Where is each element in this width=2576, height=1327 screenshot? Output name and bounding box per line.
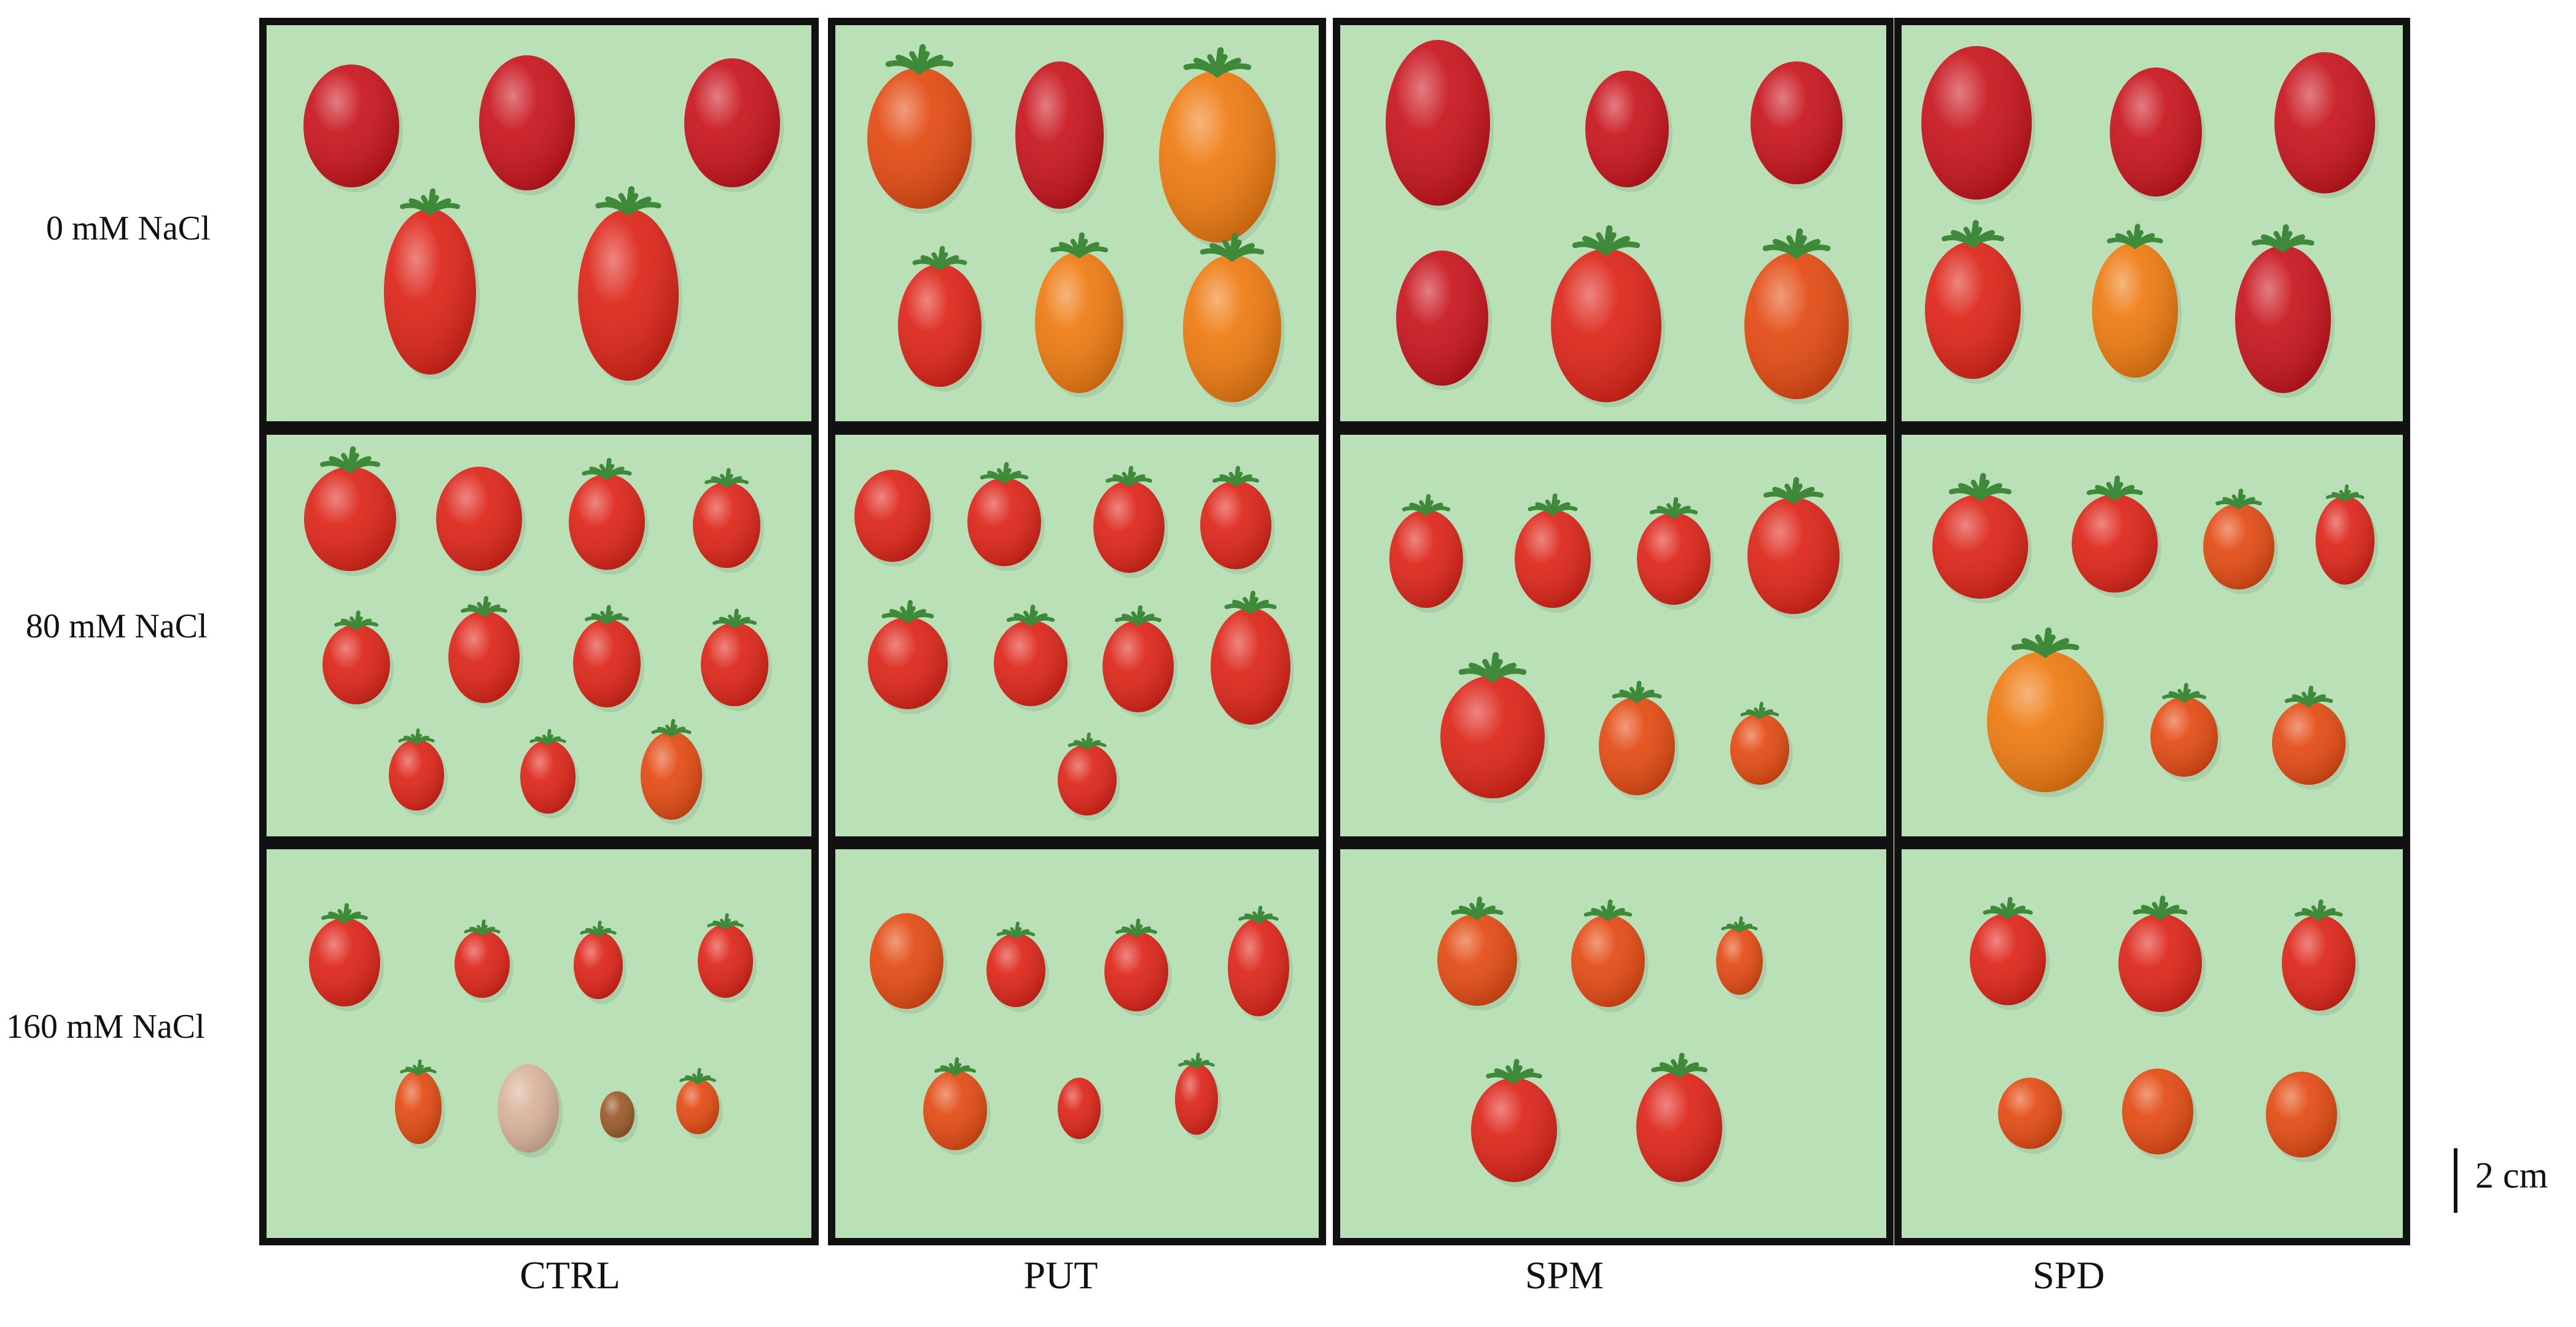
fruit-spd-row1-5 <box>2092 224 2182 383</box>
panel-put-row3 <box>828 842 1326 1245</box>
fruit-ctrl-row2-9 <box>389 728 448 815</box>
fruit-spd-row2-6 <box>2150 683 2222 782</box>
fruit-ctrl-row3-2 <box>455 919 513 1003</box>
fruit-ctrl-row3-4 <box>698 913 757 1003</box>
row-label-0mm: 0 mM NaCl <box>46 209 211 247</box>
fruit-ctrl-row3-5 <box>395 1059 445 1149</box>
fruit-ctrl-row1-5 <box>578 186 682 386</box>
fruit-spd-row3-1 <box>1970 897 2050 1010</box>
fruit-spm-row3-2 <box>1571 899 1649 1012</box>
fruit-put-row3-7 <box>1175 1053 1222 1140</box>
row-label-80mm: 80 mM NaCl <box>26 607 208 645</box>
fruit-spd-row1-4 <box>1925 220 2024 384</box>
fruit-ctrl-row1-3 <box>684 58 784 192</box>
fruit-ctrl-row2-1 <box>304 446 400 576</box>
fruit-put-row3-6 <box>1058 1078 1104 1144</box>
fruit-put-row2-2 <box>967 462 1045 571</box>
fruit-ctrl-row1-2 <box>479 55 579 195</box>
fruit-put-row1-4 <box>898 246 985 392</box>
fruit-ctrl-row2-7 <box>573 605 644 712</box>
fruit-ctrl-row2-4 <box>693 468 764 573</box>
fruit-spm-row3-1 <box>1437 897 1521 1011</box>
fruit-spd-row3-2 <box>2118 895 2206 1017</box>
fruit-spm-row1-4 <box>1396 251 1492 391</box>
column-label-put: PUT <box>1023 1253 1098 1297</box>
fruit-spm-row1-5 <box>1551 225 1665 407</box>
fruit-spd-row3-3 <box>2282 899 2359 1016</box>
fruit-spm-row2-2 <box>1515 493 1594 613</box>
fruit-spd-row2-7 <box>2272 685 2349 790</box>
fruit-put-row2-3 <box>1093 465 1168 578</box>
fruit-spd-row2-4 <box>2316 484 2378 590</box>
fruit-ctrl-row2-3 <box>569 457 649 575</box>
fruit-spm-row1-3 <box>1751 61 1846 189</box>
fruit-spm-row1-2 <box>1585 71 1672 192</box>
fruit-put-row3-5 <box>923 1057 991 1155</box>
panel-ctrl-row3 <box>259 842 819 1245</box>
fruit-put-row2-6 <box>994 604 1071 711</box>
fruit-spd-row2-5 <box>1987 627 2107 797</box>
row-label-160mm: 160 mM NaCl <box>6 1008 205 1046</box>
fruit-put-row1-2 <box>1015 61 1107 214</box>
fruit-spd-row1-2 <box>2110 68 2206 201</box>
fruit-put-row2-8 <box>1211 591 1294 730</box>
fruit-put-row3-3 <box>1104 918 1172 1016</box>
fruit-spd-row3-4 <box>1998 1078 2066 1154</box>
column-label-spd: SPD <box>2032 1253 2105 1297</box>
fruit-put-row1-3 <box>1159 47 1279 247</box>
fruit-ctrl-row2-11 <box>641 718 706 825</box>
fruit-spm-row3-4 <box>1471 1059 1561 1187</box>
fruit-spm-row2-3 <box>1637 497 1714 610</box>
column-label-ctrl: CTRL <box>520 1253 620 1297</box>
column-label-spm: SPM <box>1524 1253 1604 1297</box>
fruit-ctrl-row2-6 <box>448 596 523 708</box>
fruit-spd-row3-5 <box>2122 1068 2197 1159</box>
fruit-put-row3-2 <box>986 921 1049 1012</box>
fruit-ctrl-row2-5 <box>322 610 394 709</box>
fruit-ctrl-row3-1 <box>309 903 384 1011</box>
fruit-put-row2-9 <box>1058 732 1120 820</box>
fruit-spd-row3-6 <box>2266 1072 2341 1162</box>
fruit-ctrl-row2-10 <box>520 729 579 819</box>
fruit-put-row2-5 <box>868 600 951 714</box>
fruit-spm-row1-6 <box>1744 228 1852 404</box>
fruit-put-row1-1 <box>867 44 975 214</box>
fruit-spd-row1-1 <box>1921 46 2035 204</box>
fruit-spm-row2-6 <box>1599 680 1679 800</box>
fruit-put-row3-1 <box>870 913 947 1014</box>
fruit-spm-row2-4 <box>1747 477 1843 619</box>
fruit-ctrl-row3-3 <box>574 920 626 1004</box>
fruit-spd-row2-1 <box>1932 473 2032 604</box>
fruit-ctrl-row3-7 <box>600 1091 638 1143</box>
scale-bar-label: 2 cm <box>2475 1155 2548 1196</box>
fruit-put-row2-7 <box>1103 605 1177 717</box>
fruit-ctrl-row1-1 <box>303 64 403 192</box>
fruit-ctrl-row3-8 <box>676 1068 723 1139</box>
fruit-spd-row1-3 <box>2274 52 2379 198</box>
fruit-spm-row3-3 <box>1716 916 1766 1000</box>
fruit-spm-row1-1 <box>1386 40 1494 211</box>
fruit-spm-row3-5 <box>1636 1053 1726 1187</box>
fruit-ctrl-row3-6 <box>498 1064 563 1158</box>
fruit-spm-row2-7 <box>1730 701 1793 790</box>
fruit-ctrl-row2-2 <box>436 467 526 576</box>
fruit-spm-row2-1 <box>1389 494 1467 613</box>
fruit-put-row3-4 <box>1228 905 1293 1021</box>
fruit-spd-row2-2 <box>2072 475 2161 597</box>
fruit-put-row2-4 <box>1200 465 1275 574</box>
fruit-ctrl-row1-4 <box>384 188 480 379</box>
fruit-spd-row1-6 <box>2235 224 2335 398</box>
panel-spm-row3 <box>1333 842 1894 1245</box>
fruit-put-row1-6 <box>1183 233 1285 407</box>
fruit-ctrl-row2-8 <box>701 609 772 711</box>
fruit-spd-row2-3 <box>2203 488 2278 594</box>
fruit-spm-row2-5 <box>1440 652 1548 803</box>
fruit-put-row2-1 <box>854 470 934 567</box>
fruit-put-row1-5 <box>1035 232 1127 398</box>
